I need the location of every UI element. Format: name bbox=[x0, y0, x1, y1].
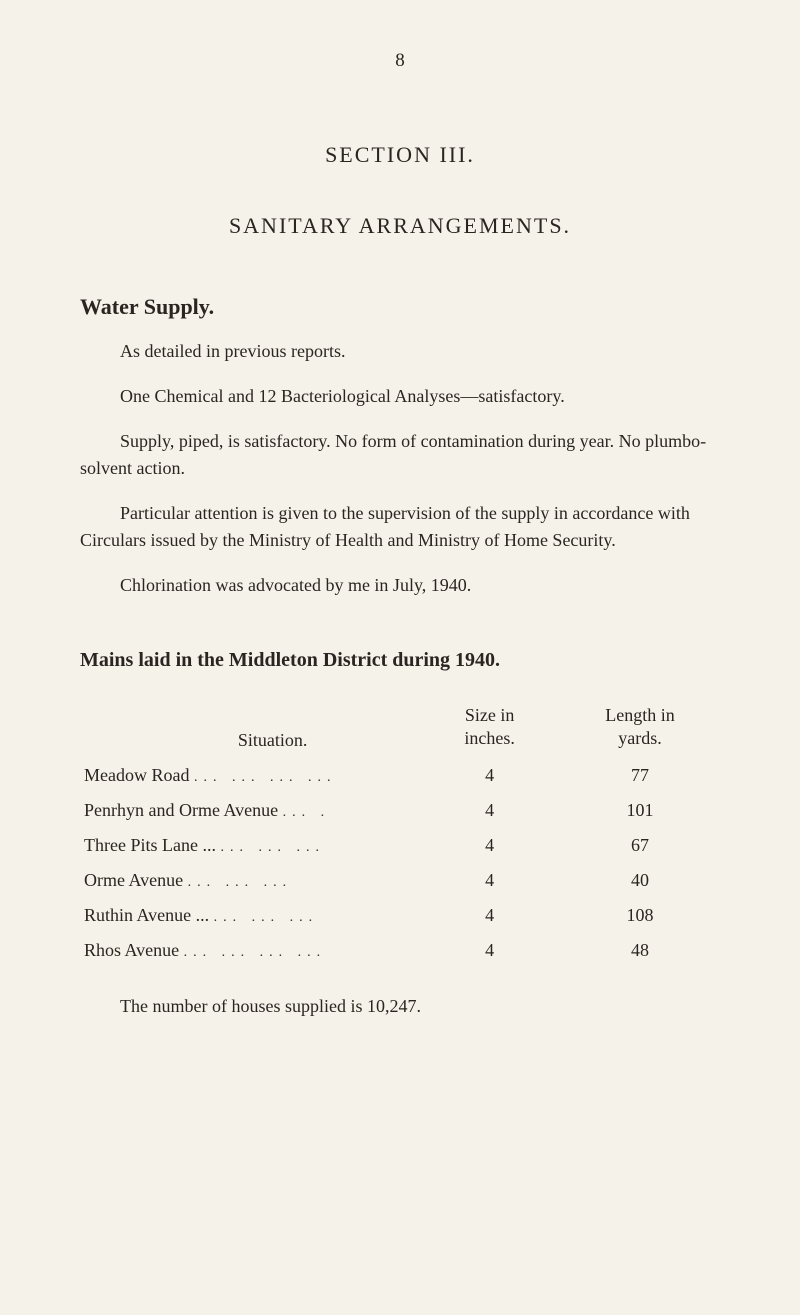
header-situation-label: Situation. bbox=[238, 730, 308, 750]
table-row: Meadow Road ... ... ... ... 4 77 bbox=[80, 758, 720, 793]
mains-heading: Mains laid in the Middleton District dur… bbox=[80, 649, 720, 672]
row-name: Meadow Road ... ... ... ... bbox=[80, 758, 419, 793]
document-page: 8 SECTION III. SANITARY ARRANGEMENTS. Wa… bbox=[0, 0, 800, 1057]
row-length: 67 bbox=[560, 828, 720, 863]
paragraph-4: Particular attention is given to the sup… bbox=[80, 500, 720, 554]
section-title: SECTION III. bbox=[80, 142, 720, 168]
row-size: 4 bbox=[419, 828, 560, 863]
row-size: 4 bbox=[419, 793, 560, 828]
header-size-top: Size in bbox=[465, 705, 515, 725]
row-dots: ... ... ... bbox=[220, 840, 325, 855]
row-name-text: Penrhyn and Orme Avenue bbox=[84, 800, 278, 820]
row-dots: ... . bbox=[283, 805, 331, 820]
paragraph-5: Chlorination was advocated by me in July… bbox=[80, 572, 720, 599]
table-row: Ruthin Avenue ... ... ... ... 4 108 bbox=[80, 898, 720, 933]
water-supply-heading: Water Supply. bbox=[80, 294, 720, 320]
mains-table: Situation. Size in inches. Length in yar… bbox=[80, 697, 720, 968]
table-row: Orme Avenue ... ... ... 4 40 bbox=[80, 863, 720, 898]
row-dots: ... ... ... ... bbox=[194, 770, 337, 785]
row-name: Penrhyn and Orme Avenue ... . bbox=[80, 793, 419, 828]
table-row: Penrhyn and Orme Avenue ... . 4 101 bbox=[80, 793, 720, 828]
row-name-text: Meadow Road bbox=[84, 765, 189, 785]
paragraph-3: Supply, piped, is satisfactory. No form … bbox=[80, 428, 720, 482]
row-length: 48 bbox=[560, 933, 720, 968]
footer-paragraph: The number of houses supplied is 10,247. bbox=[80, 996, 720, 1017]
row-dots: ... ... ... ... bbox=[184, 945, 327, 960]
row-length: 108 bbox=[560, 898, 720, 933]
row-dots: ... ... ... bbox=[214, 910, 319, 925]
header-size-bottom: inches. bbox=[464, 728, 514, 748]
header-situation: Situation. bbox=[80, 697, 419, 758]
row-size: 4 bbox=[419, 863, 560, 898]
table-header-row: Situation. Size in inches. Length in yar… bbox=[80, 697, 720, 758]
row-name-text: Orme Avenue bbox=[84, 870, 183, 890]
row-name: Ruthin Avenue ... ... ... ... bbox=[80, 898, 419, 933]
row-size: 4 bbox=[419, 898, 560, 933]
table-row: Three Pits Lane ... ... ... ... 4 67 bbox=[80, 828, 720, 863]
main-heading: SANITARY ARRANGEMENTS. bbox=[80, 213, 720, 239]
page-number: 8 bbox=[80, 50, 720, 72]
row-length: 77 bbox=[560, 758, 720, 793]
paragraph-1: As detailed in previous reports. bbox=[80, 338, 720, 365]
row-name-text: Ruthin Avenue ... bbox=[84, 905, 209, 925]
row-dots: ... ... ... bbox=[188, 875, 293, 890]
row-name: Orme Avenue ... ... ... bbox=[80, 863, 419, 898]
header-length: Length in yards. bbox=[560, 697, 720, 758]
table-row: Rhos Avenue ... ... ... ... 4 48 bbox=[80, 933, 720, 968]
header-size: Size in inches. bbox=[419, 697, 560, 758]
header-length-top: Length in bbox=[605, 705, 675, 725]
row-length: 40 bbox=[560, 863, 720, 898]
row-name: Three Pits Lane ... ... ... ... bbox=[80, 828, 419, 863]
row-size: 4 bbox=[419, 758, 560, 793]
row-name: Rhos Avenue ... ... ... ... bbox=[80, 933, 419, 968]
row-name-text: Three Pits Lane ... bbox=[84, 835, 216, 855]
header-length-bottom: yards. bbox=[618, 728, 662, 748]
row-size: 4 bbox=[419, 933, 560, 968]
paragraph-2: One Chemical and 12 Bacteriological Anal… bbox=[80, 383, 720, 410]
row-name-text: Rhos Avenue bbox=[84, 940, 179, 960]
row-length: 101 bbox=[560, 793, 720, 828]
